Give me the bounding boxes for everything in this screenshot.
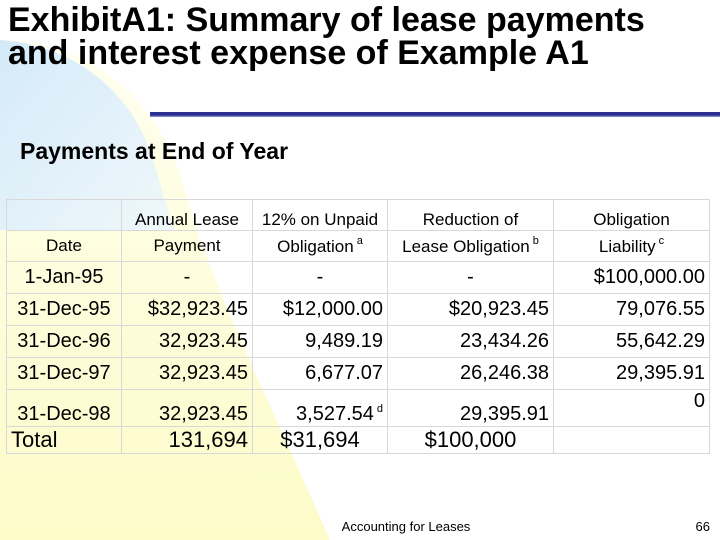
interest-cell: 9,489.19	[252, 325, 388, 358]
payment-cell: $32,923.45	[121, 293, 253, 326]
date-cell: 31-Dec-95	[6, 293, 122, 326]
header-label: Lease Obligation	[402, 237, 530, 256]
header-cell: Payment	[121, 230, 253, 262]
header-label: Liability	[598, 237, 656, 256]
header-cell: Reduction of	[387, 199, 554, 231]
footer-text: Accounting for Leases	[341, 519, 471, 534]
table-row: 31-Dec-95 $32,923.45 $12,000.00 $20,923.…	[6, 293, 710, 326]
header-cell: Obligation	[553, 199, 710, 231]
payment-cell: 32,923.45	[121, 389, 253, 427]
date-cell: 31-Dec-97	[6, 357, 122, 390]
header-cell: Obligation a	[252, 230, 388, 262]
date-cell: 31-Dec-96	[6, 325, 122, 358]
header-label: Date	[46, 236, 82, 255]
liability-cell: $100,000.00	[553, 261, 710, 294]
table-row: 1-Jan-95 - - - $100,000.00	[6, 261, 710, 294]
date-cell: 31-Dec-98	[6, 389, 122, 427]
table-header-row: Annual Lease 12% on Unpaid Reduction of …	[6, 199, 710, 231]
reduction-cell: -	[387, 261, 554, 294]
header-cell: Lease Obligation b	[387, 230, 554, 262]
date-cell: 1-Jan-95	[6, 261, 122, 294]
reduction-cell: 29,395.91	[387, 389, 554, 427]
payment-cell: 32,923.45	[121, 357, 253, 390]
header-cell: Annual Lease	[121, 199, 253, 231]
payment-cell: 32,923.45	[121, 325, 253, 358]
footnote-mark: b	[532, 235, 539, 247]
header-cell: Liability c	[553, 230, 710, 262]
interest-cell: -	[252, 261, 388, 294]
liability-cell: 55,642.29	[553, 325, 710, 358]
reduction-cell: 23,434.26	[387, 325, 554, 358]
total-reduction: $100,000	[387, 426, 554, 454]
liability-cell: 29,395.91	[553, 357, 710, 390]
footnote-mark: d	[376, 403, 383, 415]
total-liability	[553, 426, 710, 454]
reduction-cell: 26,246.38	[387, 357, 554, 390]
table-row: 31-Dec-97 32,923.45 6,677.07 26,246.38 2…	[6, 357, 710, 390]
liability-cell: 79,076.55	[553, 293, 710, 326]
table-row: 31-Dec-96 32,923.45 9,489.19 23,434.26 5…	[6, 325, 710, 358]
header-label: Obligation	[277, 237, 354, 256]
footnote-mark: c	[658, 235, 665, 247]
total-row: Total 131,694 $31,694 $100,000	[6, 426, 710, 454]
total-payment: 131,694	[121, 426, 253, 454]
table-row: 31-Dec-98 32,923.45 3,527.54 d 29,395.91 …	[6, 389, 710, 427]
table-header-row: Date Payment Obligation a Lease Obligatio…	[6, 230, 710, 262]
slide-subtitle: Payments at End of Year	[20, 138, 289, 164]
slide-title: ExhibitA1: Summary of lease payments and…	[8, 1, 645, 72]
reduction-cell: $20,923.45	[387, 293, 554, 326]
header-cell	[6, 199, 122, 231]
interest-cell: $12,000.00	[252, 293, 388, 326]
page-number: 66	[695, 519, 710, 534]
interest-cell: 6,677.07	[252, 357, 388, 390]
header-cell: Date	[6, 230, 122, 262]
total-interest: $31,694	[252, 426, 388, 454]
footnote-mark: a	[356, 235, 363, 247]
total-label: Total	[6, 426, 122, 454]
interest-cell: 3,527.54 d	[252, 389, 388, 427]
lease-summary-table: Annual Lease 12% on Unpaid Reduction of …	[6, 199, 710, 454]
header-label: Payment	[153, 236, 221, 255]
header-cell: 12% on Unpaid	[252, 199, 388, 231]
interest-value: 3,527.54	[296, 403, 374, 425]
liability-cell: 0	[553, 389, 710, 427]
title-underline	[150, 112, 720, 117]
payment-cell: -	[121, 261, 253, 294]
